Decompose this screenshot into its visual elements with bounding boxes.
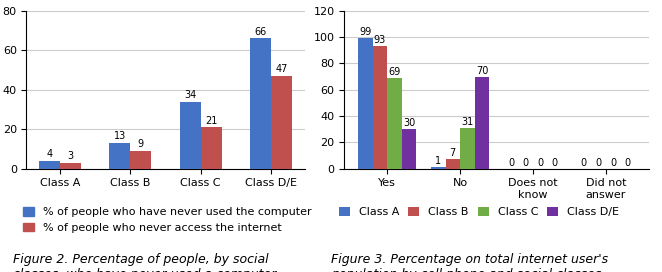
Text: 1: 1	[435, 156, 442, 166]
Text: 66: 66	[254, 27, 266, 37]
Text: 30: 30	[403, 118, 415, 128]
Text: 13: 13	[114, 131, 126, 141]
Text: 69: 69	[389, 67, 401, 77]
Text: 7: 7	[449, 149, 456, 158]
Bar	[460, 128, 475, 169]
Bar	[475, 77, 489, 169]
Bar	[250, 38, 271, 169]
Text: 0: 0	[537, 157, 544, 168]
Text: 0: 0	[522, 157, 529, 168]
Text: 3: 3	[68, 151, 73, 161]
Text: 21: 21	[205, 116, 217, 126]
Bar	[446, 159, 460, 169]
Text: Figure 3. Percentage on total internet user's
population by cell phone and socia: Figure 3. Percentage on total internet u…	[331, 253, 608, 272]
Text: 0: 0	[595, 157, 602, 168]
Text: 99: 99	[359, 27, 371, 38]
Bar	[109, 143, 130, 169]
Legend: Class A, Class B, Class C, Class D/E: Class A, Class B, Class C, Class D/E	[334, 203, 624, 222]
Bar	[271, 76, 292, 169]
Text: 70: 70	[476, 66, 488, 76]
Text: Figure 2. Percentage of people, by social
classes, who have never used a compute: Figure 2. Percentage of people, by socia…	[13, 253, 277, 272]
Bar	[179, 101, 201, 169]
Bar	[60, 163, 81, 169]
Text: 0: 0	[610, 157, 616, 168]
Bar	[201, 127, 222, 169]
Text: 0: 0	[508, 157, 514, 168]
Bar	[387, 78, 402, 169]
Bar	[39, 161, 60, 169]
Text: 93: 93	[374, 35, 386, 45]
Text: 47: 47	[275, 64, 287, 74]
Legend: % of people who have never used the computer, % of people who never access the i: % of people who have never used the comp…	[18, 203, 316, 237]
Bar	[373, 46, 387, 169]
Text: 9: 9	[138, 139, 144, 149]
Text: 0: 0	[551, 157, 558, 168]
Bar	[431, 167, 446, 169]
Bar	[130, 151, 152, 169]
Text: 0: 0	[581, 157, 587, 168]
Bar	[358, 38, 373, 169]
Text: 4: 4	[46, 149, 53, 159]
Text: 31: 31	[461, 117, 473, 127]
Bar	[402, 129, 416, 169]
Text: 0: 0	[624, 157, 631, 168]
Text: 34: 34	[184, 90, 196, 100]
